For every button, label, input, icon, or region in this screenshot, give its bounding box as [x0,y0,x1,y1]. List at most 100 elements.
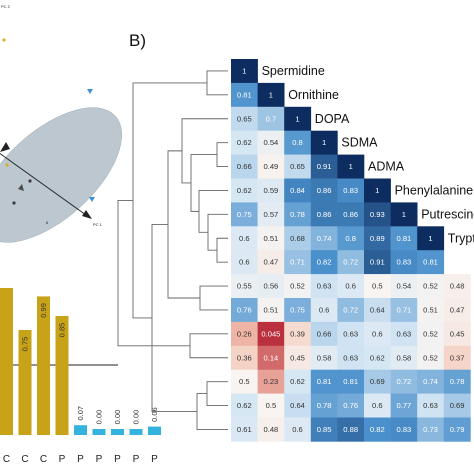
heatmap-cell-value: 0.69 [450,401,465,410]
heatmap-cell [417,298,445,323]
heatmap-cell-value: 0.6 [292,425,303,434]
heatmap-cell-value: 0.82 [370,425,385,434]
heatmap-cell [257,178,285,203]
heatmap-cell-value: 0.5 [239,377,250,386]
pca-plot-panel: PC 1 PC 2 6 [0,4,122,243]
heatmap-cell-value: 0.74 [317,234,332,243]
heatmap-cell-value: 0.82 [317,258,332,267]
dendrogram-branch [216,142,228,167]
heatmap-cell-value: 0.63 [423,401,438,410]
heatmap-cell [443,345,471,370]
heatmap-cell-value: 0.45 [290,353,305,362]
bar-value-label: 0.00 [113,410,122,425]
heatmap-cell [337,345,365,370]
bar [129,429,143,435]
heatmap-cell-value: 0.78 [290,210,305,219]
heatmap-cell-value: 0.69 [370,377,385,386]
heatmap-cell [390,202,418,227]
dendrogram-branch [189,333,228,359]
heatmap-cell-value: 0.045 [261,329,280,338]
heatmap-cell-value: 0.47 [450,305,465,314]
heatmap-cell [284,274,312,299]
heatmap-cell-value: 0.79 [450,425,465,434]
heatmap-cell [257,250,285,275]
heatmap-cell [231,417,258,442]
heatmap-cell-value: 1 [375,186,379,195]
pc1-tick-label: 6 [46,220,49,225]
heatmap-cell-value: 0.72 [343,305,358,314]
heatmap-cell-value: 0.64 [370,305,385,314]
heatmap-cell [231,298,258,323]
heatmap-cell [310,178,338,203]
heatmap-cell-value: 0.83 [397,258,412,267]
dendrogram-branch [132,82,207,319]
heatmap-cell [390,274,418,299]
heatmap-cell-value: 0.86 [317,186,332,195]
heatmap-cell [364,298,391,323]
heatmap-cell [231,178,258,203]
heatmap-cell-value: 0.63 [317,282,332,291]
heatmap-cell [310,154,338,179]
heatmap-cell-value: 0.52 [423,329,438,338]
heatmap-cell [310,250,338,275]
heatmap-cell [364,250,391,275]
category-label: P [114,454,121,465]
bar [37,296,50,435]
heatmap-cell [257,226,285,251]
heatmap-cell-value: 0.45 [450,329,465,338]
heatmap-cell [231,130,258,155]
heatmap-cell-value: 0.93 [370,210,385,219]
heatmap-cell [257,417,285,442]
heatmap-cell [231,321,258,347]
heatmap-cell-value: 0.54 [264,138,279,147]
heatmap-cell-value: 0.91 [370,258,385,267]
category-label: P [59,454,66,465]
heatmap-cell-value: 0.71 [290,258,305,267]
heatmap-cell-value: 0.72 [397,377,412,386]
heatmap-cell-value: 0.48 [450,282,465,291]
data-point [12,201,16,205]
heatmap-cell-value: 0.81 [237,90,252,99]
heatmap-cell-value: 0.72 [343,258,358,267]
heatmap-cell [310,369,338,394]
heatmap-cell-value: 0.86 [317,210,332,219]
heatmap-cell-value: 0.76 [343,401,358,410]
heatmap-cell [257,106,285,131]
variable-label: ADMA [368,160,405,174]
heatmap-cell [364,178,391,203]
heatmap-cell-value: 0.52 [290,282,305,291]
heatmap-cell [337,274,365,299]
heatmap-cell [364,321,391,347]
heatmap-cell-value: 0.89 [370,234,385,243]
heatmap-cell-value: 0.47 [264,258,279,267]
heatmap-cell-value: 0.36 [237,353,252,362]
bar-chart-panel: C 0.75 C 0.99 C 0.85 P 0.07 P 0.00 P 0.00 P 0.00 P 0.06… [0,288,161,465]
heatmap-cell-value: 0.66 [317,329,332,338]
heatmap-cell-value: 0.63 [397,329,412,338]
heatmap-cell-value: 0.6 [319,305,330,314]
heatmap-cell [390,369,418,394]
heatmap-cell-value: 0.39 [290,329,305,338]
dendrogram-branch [207,213,228,251]
bar [18,330,32,435]
heatmap-cell-value: 0.75 [237,210,252,219]
heatmap-cell [310,274,338,299]
heatmap-cell [364,345,391,370]
data-point [2,38,6,42]
bar [92,429,106,435]
heatmap-cell-value: 1 [295,114,299,123]
pc1-axis-label: PC 1 [93,222,103,227]
heatmap-cell [231,250,258,275]
heatmap-cell [284,226,312,251]
heatmap-cell [364,393,391,418]
heatmap-cell-value: 0.26 [237,329,252,338]
bar-value-label: 0.00 [132,410,141,425]
heatmap-cell [310,393,338,418]
heatmap-cell [284,393,312,418]
heatmap-cell-value: 0.5 [372,282,383,291]
heatmap-cell-value: 0.49 [264,162,279,171]
heatmap-cell-value: 0.78 [450,377,465,386]
bar [74,425,87,435]
heatmap-cell-value: 0.64 [290,401,305,410]
